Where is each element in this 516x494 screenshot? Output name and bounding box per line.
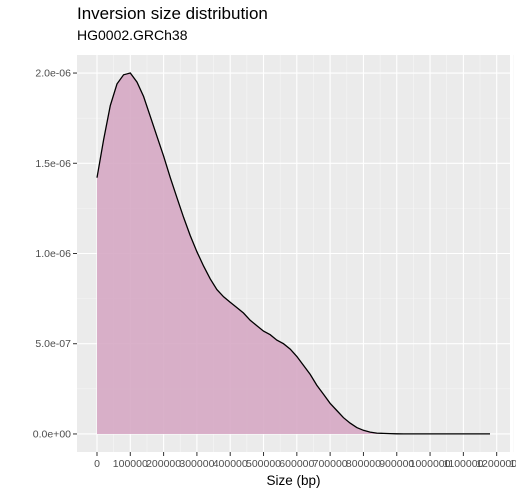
- x-tick-label: 800000: [346, 458, 381, 470]
- y-axis: 0.0e+00 5.0e-07 1.0e-06 1.5e-06 2.0e-06: [33, 68, 77, 440]
- x-tick-label: 1100000: [443, 458, 483, 470]
- x-tick-label: 900000: [379, 458, 414, 470]
- density-area: [97, 73, 490, 434]
- x-axis: 0 100000200000300000400000500000600000700…: [94, 452, 516, 470]
- y-tick-label: 2.0e-06: [35, 68, 71, 80]
- x-tick-label: 700000: [313, 458, 348, 470]
- chart-title: Inversion size distribution: [77, 4, 268, 23]
- y-tick-label: 5.0e-07: [35, 338, 71, 350]
- x-tick-label: 1300000: [510, 458, 516, 470]
- x-tick-label: 300000: [179, 458, 214, 470]
- x-tick-label: 500000: [246, 458, 281, 470]
- x-tick-label: 1000000: [410, 458, 451, 470]
- x-tick-label: 600000: [279, 458, 314, 470]
- x-tick-label: 100000: [113, 458, 148, 470]
- x-tick-label: 1200000: [476, 458, 516, 470]
- x-axis-title: Size (bp): [266, 473, 320, 488]
- x-tick-label: 0: [94, 458, 100, 470]
- density-line: [96, 72, 490, 435]
- chart-subtitle: HG0002.GRCh38: [77, 27, 188, 43]
- y-tick-label: 1.0e-06: [35, 248, 71, 260]
- x-tick-label: 400000: [213, 458, 248, 470]
- y-tick-label: 0.0e+00: [33, 428, 71, 440]
- x-tick-label: 200000: [146, 458, 181, 470]
- y-tick-label: 1.5e-06: [35, 158, 71, 170]
